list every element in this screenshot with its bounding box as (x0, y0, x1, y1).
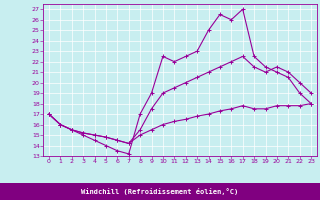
Text: Windchill (Refroidissement éolien,°C): Windchill (Refroidissement éolien,°C) (81, 188, 239, 195)
